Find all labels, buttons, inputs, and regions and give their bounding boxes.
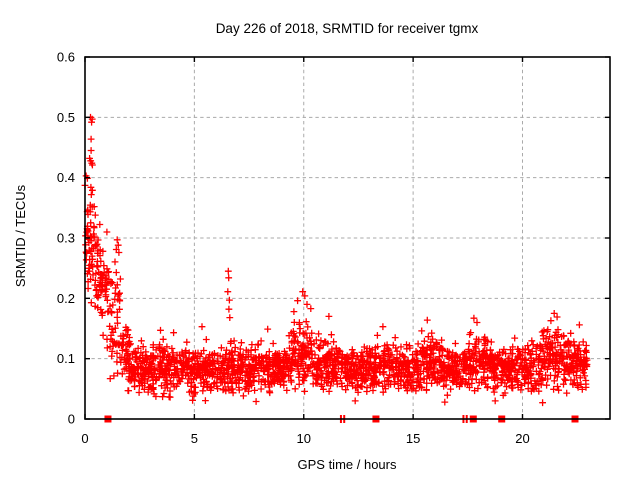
x-tick-label: 20 bbox=[515, 431, 529, 446]
x-tick-labels: 0 5 10 15 20 bbox=[81, 431, 529, 446]
chart-title: Day 226 of 2018, SRMTID for receiver tgm… bbox=[216, 21, 479, 36]
data-points-plus-markers bbox=[81, 113, 591, 407]
y-tick-label: 0.4 bbox=[57, 170, 75, 185]
y-tick-label: 0 bbox=[68, 412, 75, 427]
x-tick-label: 0 bbox=[81, 431, 88, 446]
x-tick-label: 15 bbox=[406, 431, 420, 446]
y-tick-label: 0.3 bbox=[57, 231, 75, 246]
x-axis-label: GPS time / hours bbox=[298, 457, 397, 472]
x-tick-label: 10 bbox=[297, 431, 311, 446]
y-axis-label: SRMTID / TECUs bbox=[13, 184, 28, 287]
y-tick-label: 0.5 bbox=[57, 110, 75, 125]
axis-tick-marks bbox=[84, 56, 610, 420]
y-tick-label: 0.2 bbox=[57, 291, 75, 306]
y-tick-labels: 0 0.1 0.2 0.3 0.4 0.5 0.6 bbox=[57, 50, 75, 427]
x-tick-label: 5 bbox=[191, 431, 198, 446]
y-tick-label: 0.1 bbox=[57, 351, 75, 366]
y-tick-label: 0.6 bbox=[57, 50, 75, 65]
